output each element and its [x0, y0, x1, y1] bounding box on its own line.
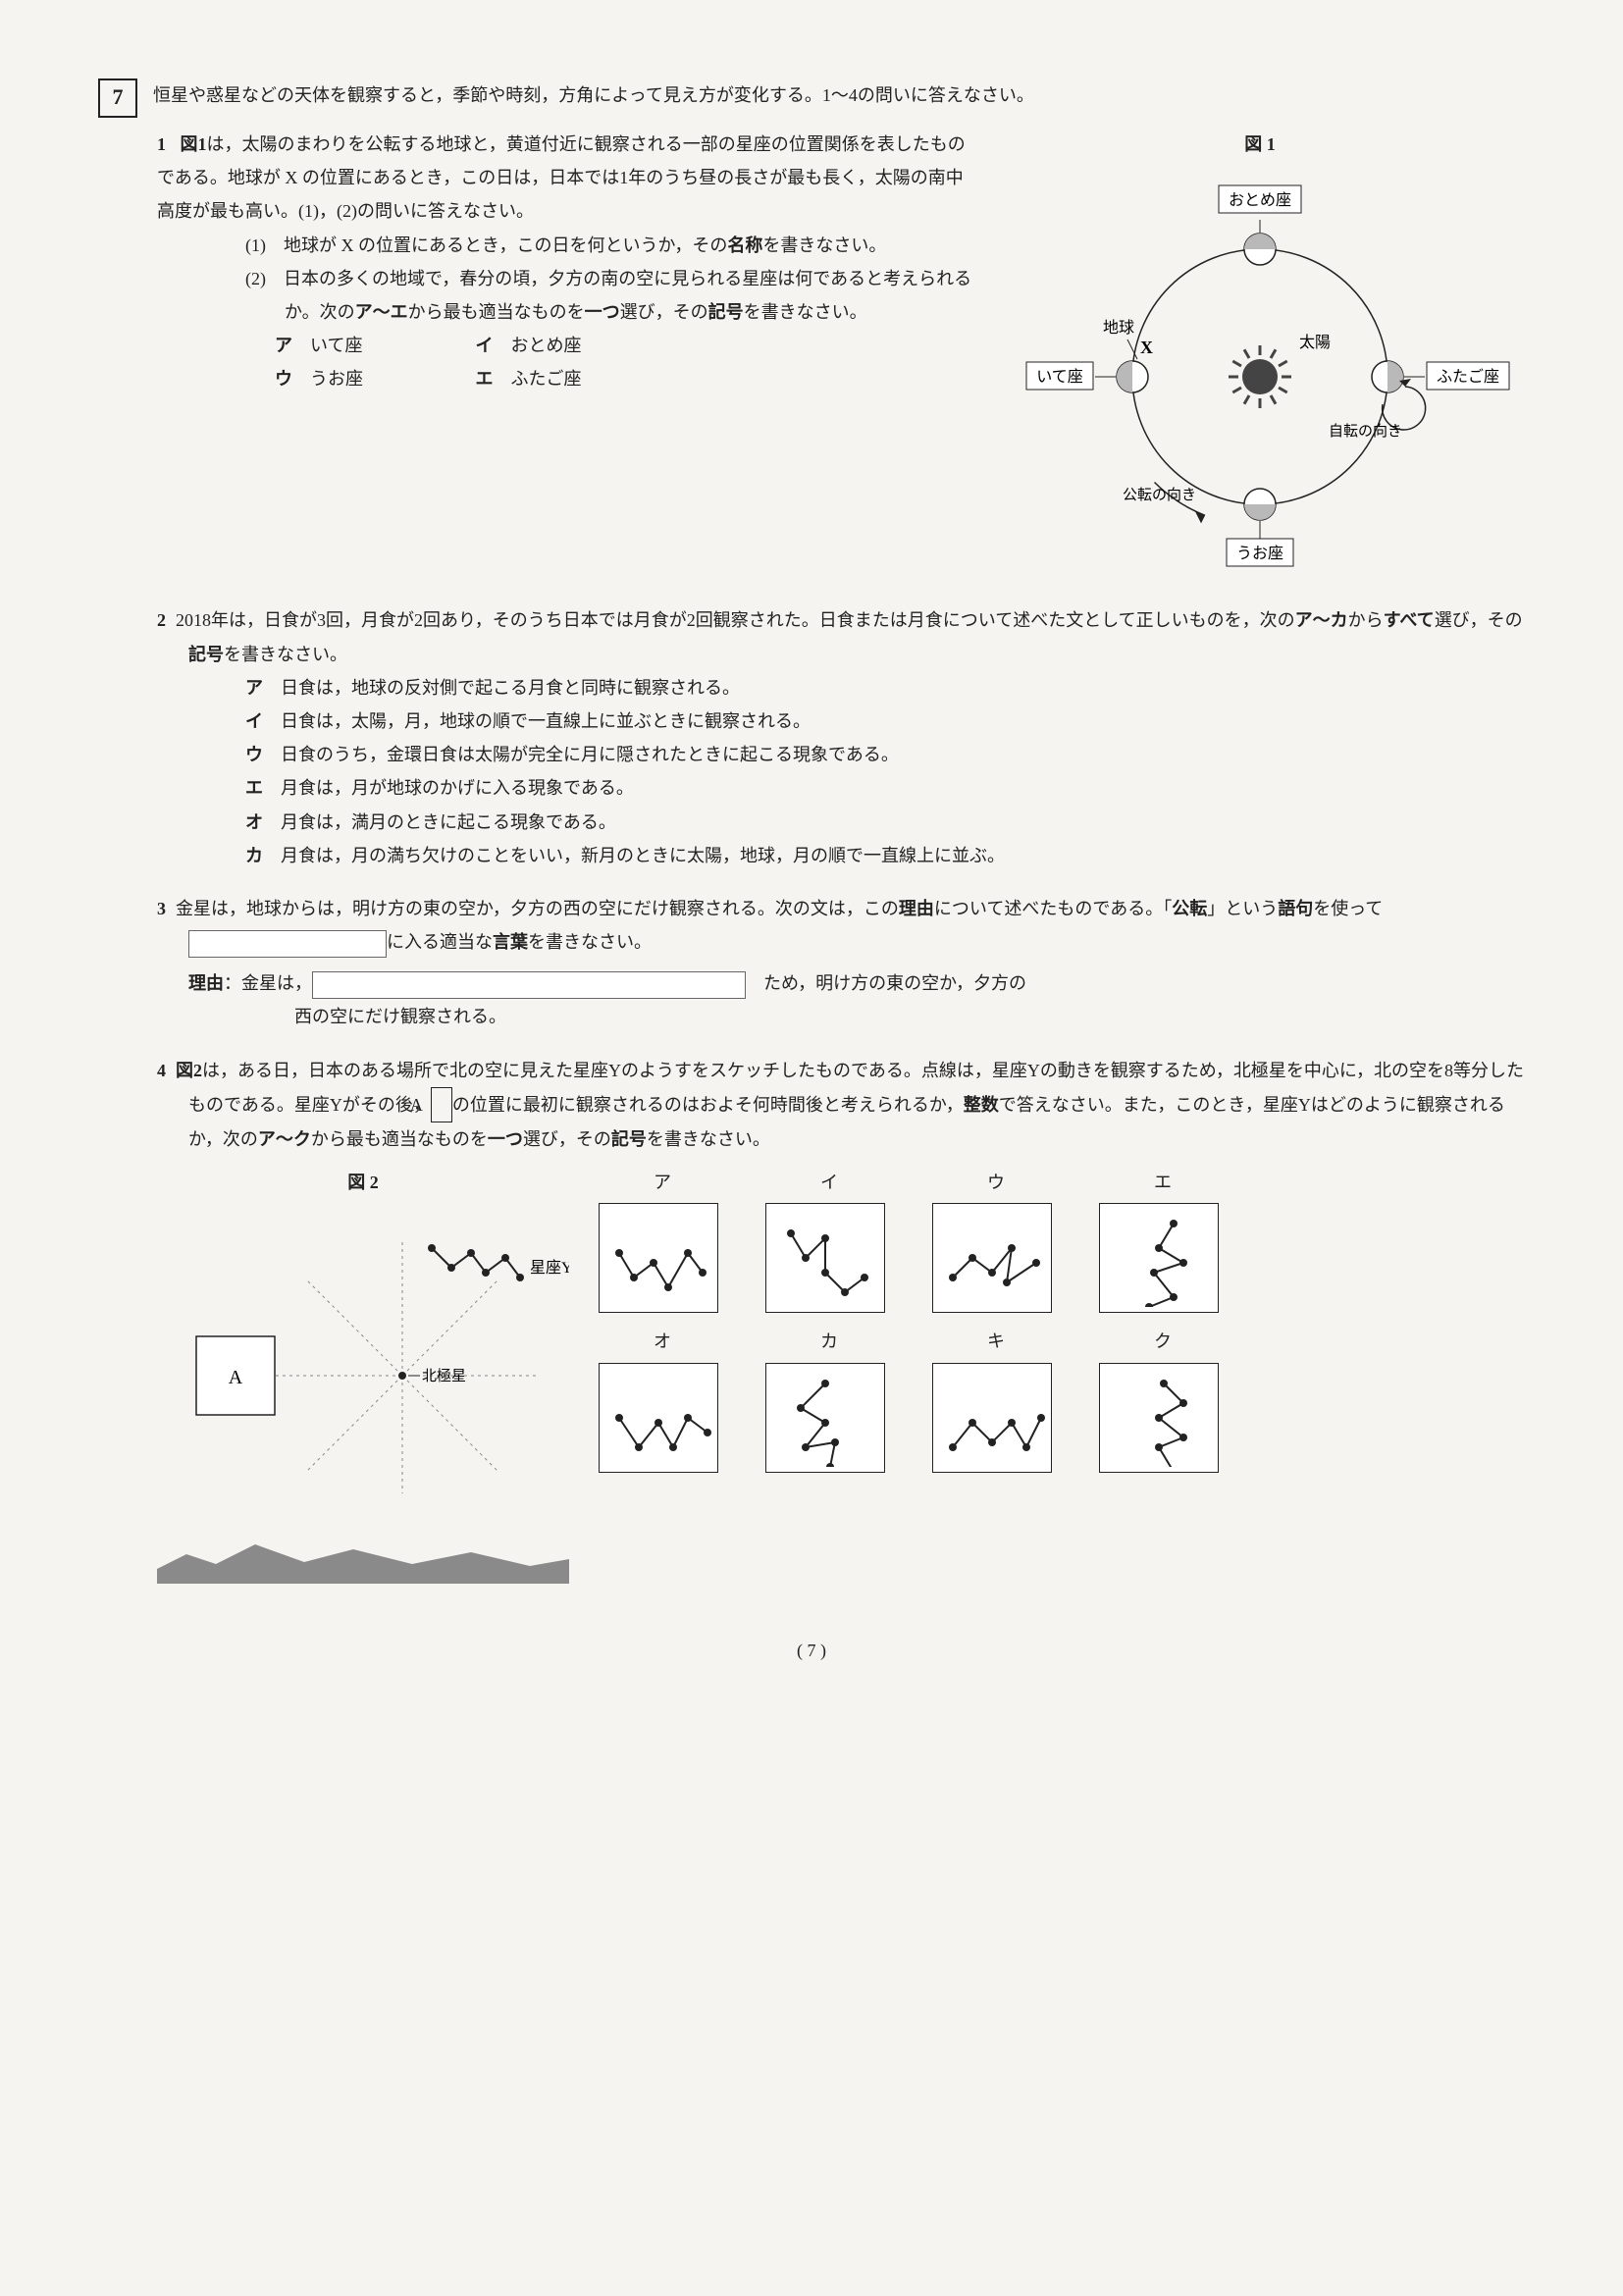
constellation-choice: ウ — [932, 1166, 1060, 1313]
q2-choice: ア 日食は，地球の反対側で起こる月食と同時に観察される。 — [184, 671, 1525, 704]
page-number: ( 7 ) — [98, 1634, 1525, 1667]
svg-text:いて座: いて座 — [1036, 368, 1083, 386]
blank-large[interactable] — [312, 971, 746, 999]
svg-text:ふたご座: ふたご座 — [1437, 368, 1499, 386]
q2-choice: イ 日食は，太陽，月，地球の順で一直線上に並ぶときに観察される。 — [184, 704, 1525, 738]
fig1-svg: 太陽 X 地球自転の向き公転の向き おとめ座ふたご座うお座 いて座 — [1005, 161, 1515, 573]
blank-small[interactable] — [188, 930, 387, 958]
question-number-box: 7 — [98, 78, 137, 118]
q1-text-col: 1 図1は，太陽のまわりを公転する地球と，黄道付近に観察される一部の星座の位置関… — [98, 128, 975, 584]
q3: 3金星は，地球からは，明け方の東の空か，夕方の西の空にだけ観察される。次の文は，… — [98, 892, 1525, 1034]
q2-choice: カ 月食は，月の満ち欠けのことをいい，新月のときに太陽，地球，月の順で一直線上に… — [184, 839, 1525, 872]
q1-fig-ref: 図1 — [181, 134, 207, 154]
constellation-choices: アイウエオカキク — [599, 1166, 1525, 1472]
constellation-choice: キ — [932, 1325, 1060, 1472]
svg-text:太陽: 太陽 — [1299, 334, 1331, 351]
mountain-silhouette — [98, 1535, 1525, 1594]
q2-choice: エ 月食は，月が地球のかげに入る現象である。 — [184, 771, 1525, 805]
fig2-row: 図 2 北極星星座YA アイウエオカキク — [98, 1166, 1525, 1504]
q2-choice: オ 月食は，満月のときに起こる現象である。 — [184, 806, 1525, 839]
q1-num: 1 — [157, 134, 166, 154]
svg-text:北極星: 北極星 — [422, 1368, 466, 1384]
svg-text:公転の向き: 公転の向き — [1123, 487, 1196, 503]
q1-sub1: (1) 地球が X の位置にあるとき，この日を何というか，その名称を書きなさい。 — [157, 229, 975, 262]
svg-text:A: A — [229, 1367, 243, 1388]
q4: 4図2は，ある日，日本のある場所で北の空に見えた星座Yのようすをスケッチしたもの… — [98, 1054, 1525, 1157]
q1-row: 1 図1は，太陽のまわりを公転する地球と，黄道付近に観察される一部の星座の位置関… — [98, 128, 1525, 584]
q2-choice: ウ 日食のうち，金環日食は太陽が完全に月に隠されたときに起こる現象である。 — [184, 738, 1525, 771]
constellation-choice: エ — [1099, 1166, 1227, 1313]
q2: 22018年は，日食が3回，月食が2回あり，そのうち日本では月食が2回観察された… — [98, 603, 1525, 872]
constellation-choice: イ — [765, 1166, 893, 1313]
intro-text: 恒星や惑星などの天体を観察すると，季節や時刻，方角によって見え方が変化する。1～… — [153, 78, 1525, 112]
q1-body: 1 図1は，太陽のまわりを公転する地球と，黄道付近に観察される一部の星座の位置関… — [157, 128, 975, 229]
constellation-choice: オ — [599, 1325, 726, 1472]
box-A: A — [431, 1087, 452, 1122]
svg-text:自転の向き: 自転の向き — [1329, 423, 1402, 440]
constellation-choice: ア — [599, 1166, 726, 1313]
svg-text:地球: 地球 — [1103, 319, 1134, 337]
constellation-choice: カ — [765, 1325, 893, 1472]
figure-1: 図 1 太陽 X 地球自転の向き公転の向き おとめ座ふたご座うお座 いて座 — [995, 128, 1525, 584]
svg-text:うお座: うお座 — [1236, 545, 1283, 562]
constellation-choice: ク — [1099, 1325, 1227, 1472]
fig2-svg: 北極星 星座Y A — [157, 1199, 569, 1493]
q1-sub1-num: (1) — [245, 235, 266, 255]
q1-text: は，太陽のまわりを公転する地球と，黄道付近に観察される一部の星座の位置関係を表し… — [157, 134, 966, 221]
svg-text:X: X — [1140, 338, 1153, 357]
figure-2: 図 2 北極星星座YA — [157, 1166, 569, 1504]
q2-choices: ア 日食は，地球の反対側で起こる月食と同時に観察される。イ 日食は，太陽，月，地… — [157, 671, 1525, 872]
q1-sub2-num: (2) — [245, 269, 266, 288]
q1-choices: ア いて座 イ おとめ座 ウ うお座 エ ふたご座 — [157, 329, 975, 395]
svg-text:おとめ座: おとめ座 — [1229, 191, 1291, 209]
question-header: 7 恒星や惑星などの天体を観察すると，季節や時刻，方角によって見え方が変化する。… — [98, 78, 1525, 118]
fig1-title: 図 1 — [995, 128, 1525, 161]
svg-text:星座Y: 星座Y — [530, 1259, 569, 1277]
q1-sub2: (2) 日本の多くの地域で，春分の頃，夕方の南の空に見られる星座は何であると考え… — [157, 262, 975, 329]
